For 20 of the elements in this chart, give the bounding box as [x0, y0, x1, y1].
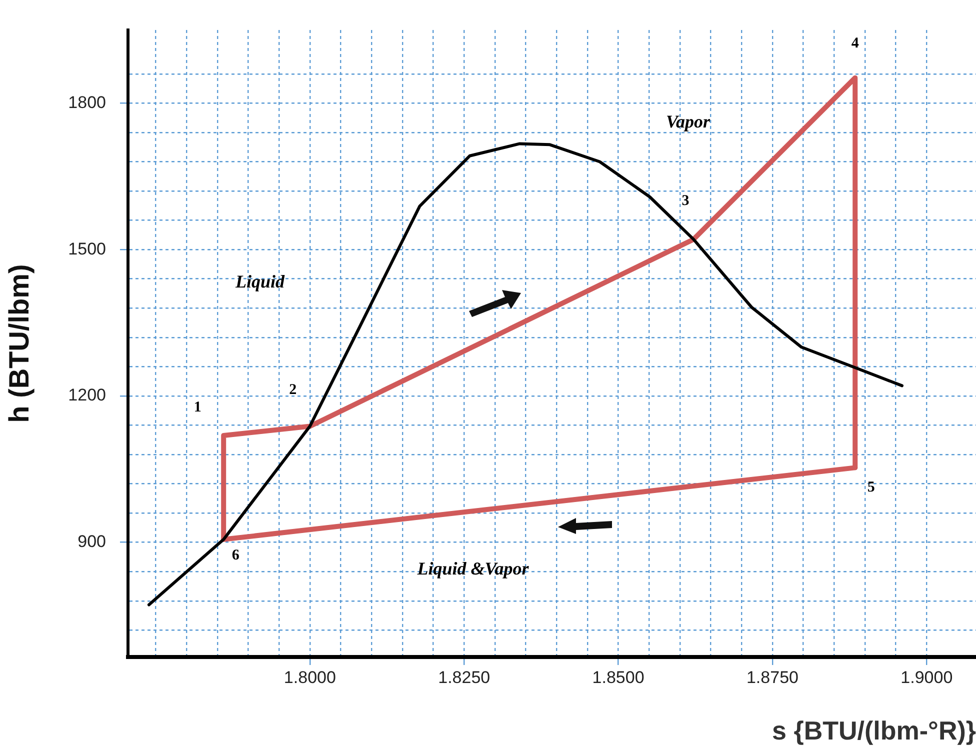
- x-tick-label: 1.8250: [438, 668, 490, 687]
- annotation: 1: [194, 399, 202, 416]
- annotation: 2: [289, 382, 297, 398]
- y-tick-label: 1500: [68, 239, 106, 258]
- x-tick-label: 1.8750: [746, 668, 798, 687]
- annotation: 5: [867, 480, 875, 496]
- x-tick-label: 1.9000: [900, 668, 953, 687]
- annotation: 3: [682, 193, 690, 210]
- x-tick-label: 1.8000: [284, 668, 336, 687]
- y-tick-label: 1800: [68, 92, 106, 112]
- annotation: Vapor: [666, 112, 712, 132]
- x-tick-label: 1.8500: [592, 668, 644, 687]
- x-axis-title: s {BTU/(lbm-°R)}: [772, 716, 976, 746]
- annotation: Liquid: [234, 272, 286, 292]
- annotation: 6: [232, 547, 240, 564]
- y-axis-title: h (BTU/lbm): [4, 264, 35, 423]
- annotation: Liquid &Vapor: [416, 558, 530, 579]
- y-tick-label: 900: [78, 532, 106, 552]
- y-tick-label: 1200: [68, 386, 106, 405]
- annotation: 4: [851, 36, 860, 52]
